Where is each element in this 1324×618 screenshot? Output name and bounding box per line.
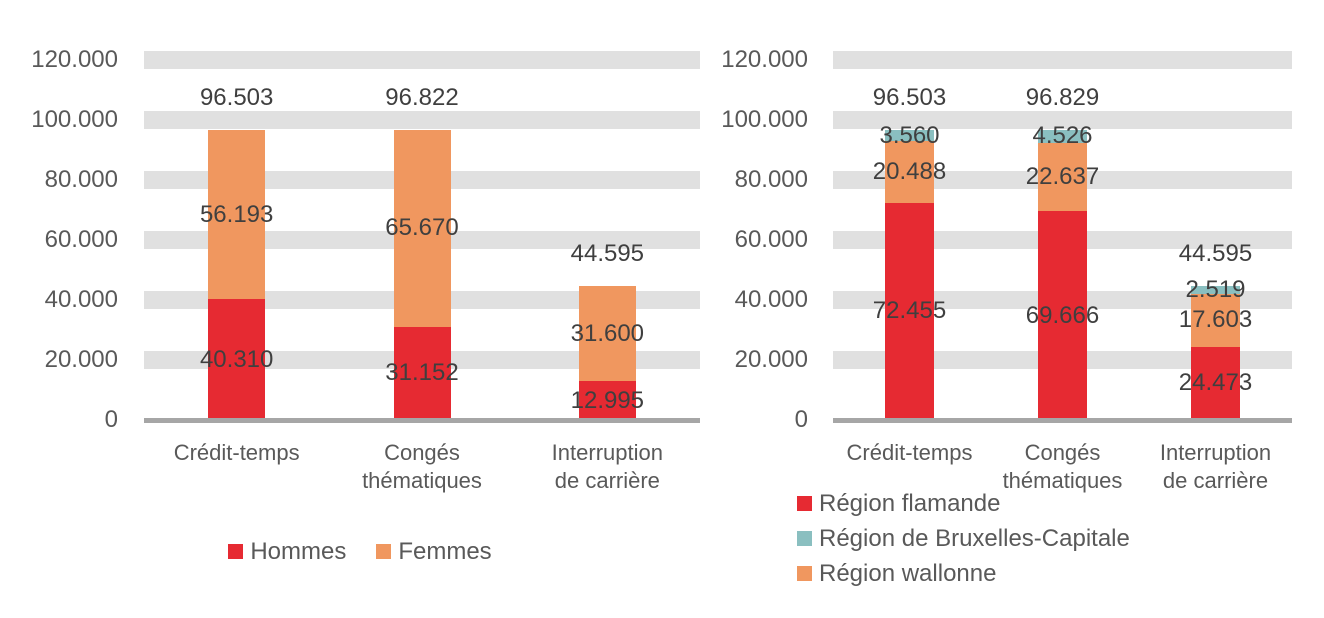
- category-label: Crédit-temps: [815, 439, 1005, 467]
- category-label: Crédit-temps: [142, 439, 332, 467]
- value-label: 65.670: [385, 214, 459, 242]
- category-label-line: Crédit-temps: [846, 440, 973, 465]
- legend-label: Hommes: [250, 537, 347, 565]
- bar-segment-r-gion-de-bruxelles-capitale: [885, 130, 934, 142]
- value-label: 20.488: [872, 157, 947, 185]
- y-axis-tick-label: 20.000: [44, 346, 118, 373]
- y-axis-tick-label: 60.000: [734, 226, 808, 253]
- value-label: 69.666: [1025, 301, 1100, 329]
- category-label-line: de carrière: [554, 468, 660, 493]
- legend-label: Région wallonne: [819, 559, 997, 587]
- legend-swatch-icon: [228, 544, 244, 559]
- category-label: Interruption de carrière: [1121, 439, 1311, 495]
- value-label: 56.193: [199, 200, 274, 228]
- legend-label: Région flamande: [819, 489, 1001, 517]
- bar-segment-hommes: [578, 381, 636, 420]
- y-axis-tick-label: 40.000: [44, 286, 118, 313]
- bar-segment-r-gion-flamande: [1191, 346, 1240, 420]
- legend-swatch-icon: [376, 544, 392, 559]
- category-label: Congés thématiques: [327, 439, 517, 495]
- legend-swatch-icon: [797, 566, 812, 581]
- bar-segment-r-gion-de-bruxelles-capitale: [1038, 129, 1087, 144]
- category-label-line: de carrière: [1162, 468, 1269, 493]
- category-label-line: Interruption: [551, 440, 663, 465]
- gridline-band: [144, 111, 700, 129]
- category-label: Interruption de carrière: [512, 439, 702, 495]
- legend-label: Femmes: [398, 537, 492, 565]
- value-label: 3.560: [879, 121, 940, 149]
- gridline-band: [833, 51, 1292, 69]
- value-label: 17.603: [1178, 306, 1253, 334]
- bar-segment-hommes: [208, 299, 266, 420]
- bar-segment-r-gion-wallonne: [1191, 293, 1240, 347]
- value-label: 40.310: [199, 345, 274, 373]
- category-label-line: Crédit-temps: [173, 440, 300, 465]
- legend-item: Région flamande: [797, 486, 1130, 521]
- x-axis-baseline: [144, 418, 700, 423]
- category-label-line: thématiques: [1002, 468, 1123, 493]
- category-label: Congés thématiques: [968, 439, 1158, 495]
- bar-segment-r-gion-flamande: [1038, 211, 1087, 420]
- legend-item: Région wallonne: [797, 556, 1130, 591]
- gridline-band: [833, 111, 1292, 129]
- y-axis-tick-label: 120.000: [31, 46, 118, 73]
- total-label: 44.595: [1178, 240, 1253, 268]
- category-label-line: thématiques: [362, 468, 482, 493]
- legend-label: Région de Bruxelles-Capitale: [819, 524, 1130, 552]
- bar-segment-r-gion-wallonne: [1038, 143, 1087, 211]
- bar-segment-femmes: [393, 129, 451, 327]
- legend-item: Femmes: [376, 534, 492, 569]
- legend-item: Hommes: [228, 534, 346, 569]
- value-label: 12.995: [570, 386, 645, 414]
- value-label: 31.600: [570, 319, 645, 347]
- value-label: 24.473: [1178, 369, 1253, 397]
- legend: Région flamande Région de Bruxelles-Capit…: [797, 486, 1130, 591]
- value-label: 22.637: [1025, 163, 1100, 191]
- x-axis-baseline: [833, 418, 1292, 423]
- value-label: 2.519: [1185, 275, 1246, 303]
- y-axis-tick-label: 60.000: [44, 226, 118, 253]
- bar-segment-femmes: [208, 130, 266, 300]
- y-axis-tick-label: 100.000: [721, 106, 808, 133]
- value-label: 4.526: [1032, 122, 1093, 150]
- bar-segment-r-gion-wallonne: [885, 141, 934, 203]
- total-label: 96.503: [199, 84, 274, 112]
- legend: Hommes Femmes: [0, 534, 720, 569]
- bar-segment-r-gion-de-bruxelles-capitale: [1191, 286, 1240, 294]
- y-axis-tick-label: 0: [794, 406, 808, 433]
- bar-segment-r-gion-flamande: [885, 202, 934, 420]
- legend-swatch-icon: [797, 531, 812, 546]
- category-label-line: Congés: [384, 440, 460, 465]
- y-axis-tick-label: 20.000: [734, 346, 808, 373]
- total-label: 96.829: [1025, 83, 1100, 111]
- y-axis-tick-label: 80.000: [44, 166, 118, 193]
- total-label: 44.595: [570, 240, 645, 268]
- bar-segment-hommes: [393, 326, 451, 420]
- legend-swatch-icon: [797, 496, 812, 511]
- y-axis-tick-label: 80.000: [734, 166, 808, 193]
- category-label-line: Interruption: [1159, 440, 1272, 465]
- gridline-band: [144, 51, 700, 69]
- value-label: 72.455: [872, 297, 947, 325]
- bar-segment-femmes: [578, 286, 636, 381]
- value-label: 31.152: [385, 359, 459, 387]
- y-axis-tick-label: 120.000: [721, 46, 808, 73]
- total-label: 96.503: [872, 84, 947, 112]
- y-axis-tick-label: 0: [104, 406, 118, 433]
- legend-item: Région de Bruxelles-Capitale: [797, 521, 1130, 556]
- total-label: 96.822: [385, 83, 459, 111]
- category-label-line: Congés: [1024, 440, 1101, 465]
- y-axis-tick-label: 100.000: [31, 106, 118, 133]
- y-axis-tick-label: 40.000: [734, 286, 808, 313]
